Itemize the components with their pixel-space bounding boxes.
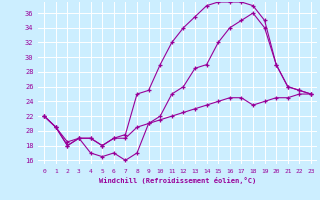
X-axis label: Windchill (Refroidissement éolien,°C): Windchill (Refroidissement éolien,°C) <box>99 177 256 184</box>
